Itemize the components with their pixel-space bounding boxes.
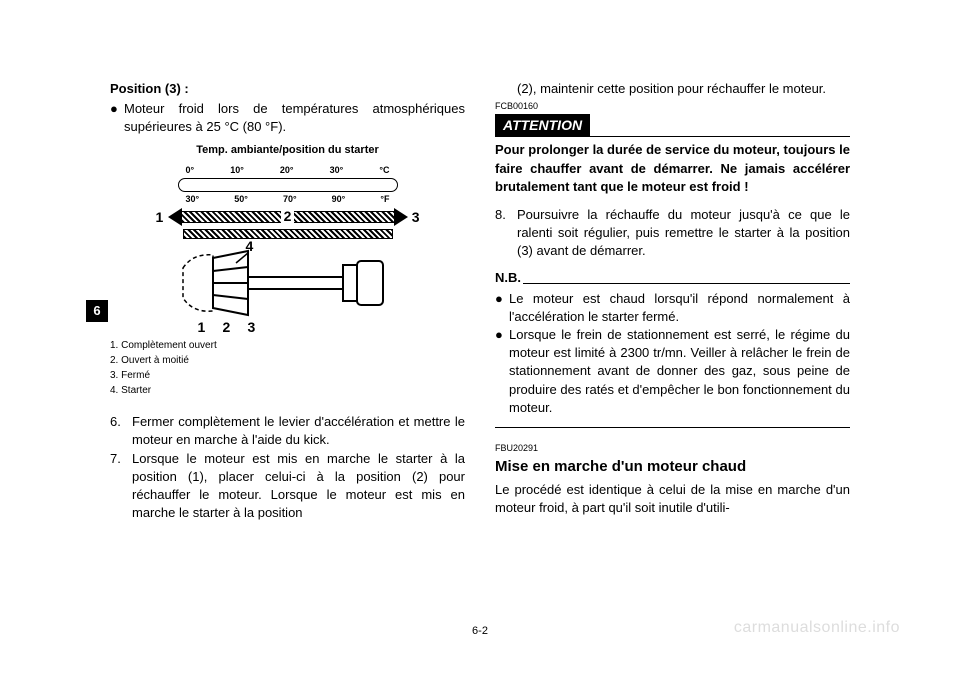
ref-code: FBU20291 [495, 442, 850, 455]
bullet-text: Moteur froid lors de températures atmosp… [124, 101, 465, 134]
temperature-diagram: 0° 10° 20° 30° °C 30° 50° 70° 90° °F 1 [158, 164, 418, 333]
continuation-text: (2), maintenir cette position pour récha… [495, 80, 850, 98]
arrow-right-icon [394, 208, 408, 226]
nb-header: N.B. [495, 269, 850, 287]
legend-item: 4. Starter [110, 384, 465, 398]
arrow-label-3: 3 [412, 208, 420, 228]
starter-figure: 1 2 3 4 [178, 243, 398, 333]
celsius-scale: 0° 10° 20° 30° °C 30° 50° 70° 90° °F [178, 164, 398, 205]
scale-tick: 90° [332, 193, 346, 206]
step-6: 6. Fermer complètement le levier d'accél… [110, 413, 465, 449]
step-text: Fermer complètement le levier d'accéléra… [132, 414, 465, 447]
bullet-text: Le moteur est chaud lorsqu'il répond nor… [509, 291, 850, 324]
section-heading: Mise en marche d'un moteur chaud [495, 456, 850, 477]
fig-label-2: 2 [223, 318, 231, 338]
step-text: Poursuivre la réchauffe du moteur jusqu'… [517, 207, 850, 258]
legend-item: 2. Ouvert à moitié [110, 354, 465, 368]
scale-tick: 30° [330, 164, 344, 177]
nb-bullet-2: ● Lorsque le frein de stationnement est … [495, 326, 850, 417]
step-8: 8. Poursuivre la réchauffe du moteur jus… [495, 206, 850, 261]
bullet-text: Lorsque le frein de stationnement est se… [509, 327, 850, 415]
nb-label: N.B. [495, 269, 521, 287]
fig-label-1: 1 [198, 318, 206, 338]
step-number: 8. [495, 206, 506, 224]
watermark: carmanualsonline.info [734, 617, 900, 639]
attention-label: ATTENTION [495, 114, 590, 138]
arrow-bar: 1 2 3 [168, 208, 408, 226]
figure-legend: 1. Complètement ouvert 2. Ouvert à moiti… [110, 339, 465, 398]
scale-unit: °C [379, 164, 389, 177]
attention-text: Pour prolonger la durée de service du mo… [495, 141, 850, 196]
left-column: Position (3) : ● Moteur froid lors de te… [110, 80, 465, 522]
ref-code: FCB00160 [495, 100, 850, 113]
arrow-left-icon [168, 208, 182, 226]
legend-item: 3. Fermé [110, 369, 465, 383]
bullet-icon: ● [110, 100, 118, 118]
nb-bullet-1: ● Le moteur est chaud lorsqu'il répond n… [495, 290, 850, 326]
section-body: Le procédé est identique à celui de la m… [495, 481, 850, 517]
bullet-icon: ● [495, 326, 503, 344]
scale-unit: °F [380, 193, 389, 206]
section-divider [495, 427, 850, 428]
step-number: 6. [110, 413, 121, 431]
arrow-body: 2 [182, 211, 394, 223]
arrow-label-2: 2 [281, 207, 295, 227]
chapter-tab: 6 [86, 300, 108, 322]
step-text: Lorsque le moteur est mis en marche le s… [132, 451, 465, 521]
scale-tick: 70° [283, 193, 297, 206]
scale-tick: 50° [234, 193, 248, 206]
temp-scale-label: Temp. ambiante/position du starter [110, 143, 465, 158]
page-content: Position (3) : ● Moteur froid lors de te… [0, 0, 960, 562]
legend-item: 1. Complètement ouvert [110, 339, 465, 353]
scale-tick: 30° [186, 193, 200, 206]
scale-tick: 20° [280, 164, 294, 177]
fig-label-3: 3 [248, 318, 256, 338]
arrow-label-1: 1 [156, 208, 164, 228]
hatched-bar [183, 229, 393, 239]
step-7: 7. Lorsque le moteur est mis en marche l… [110, 450, 465, 523]
page-number: 6-2 [472, 624, 488, 639]
fig-label-4: 4 [246, 237, 254, 257]
right-column: (2), maintenir cette position pour récha… [495, 80, 850, 522]
scale-tick: 10° [230, 164, 244, 177]
position-label: Position (3) : [110, 80, 465, 98]
bullet-icon: ● [495, 290, 503, 308]
step-number: 7. [110, 450, 121, 468]
scale-tick: 0° [186, 164, 195, 177]
bullet-item: ● Moteur froid lors de températures atmo… [110, 100, 465, 136]
